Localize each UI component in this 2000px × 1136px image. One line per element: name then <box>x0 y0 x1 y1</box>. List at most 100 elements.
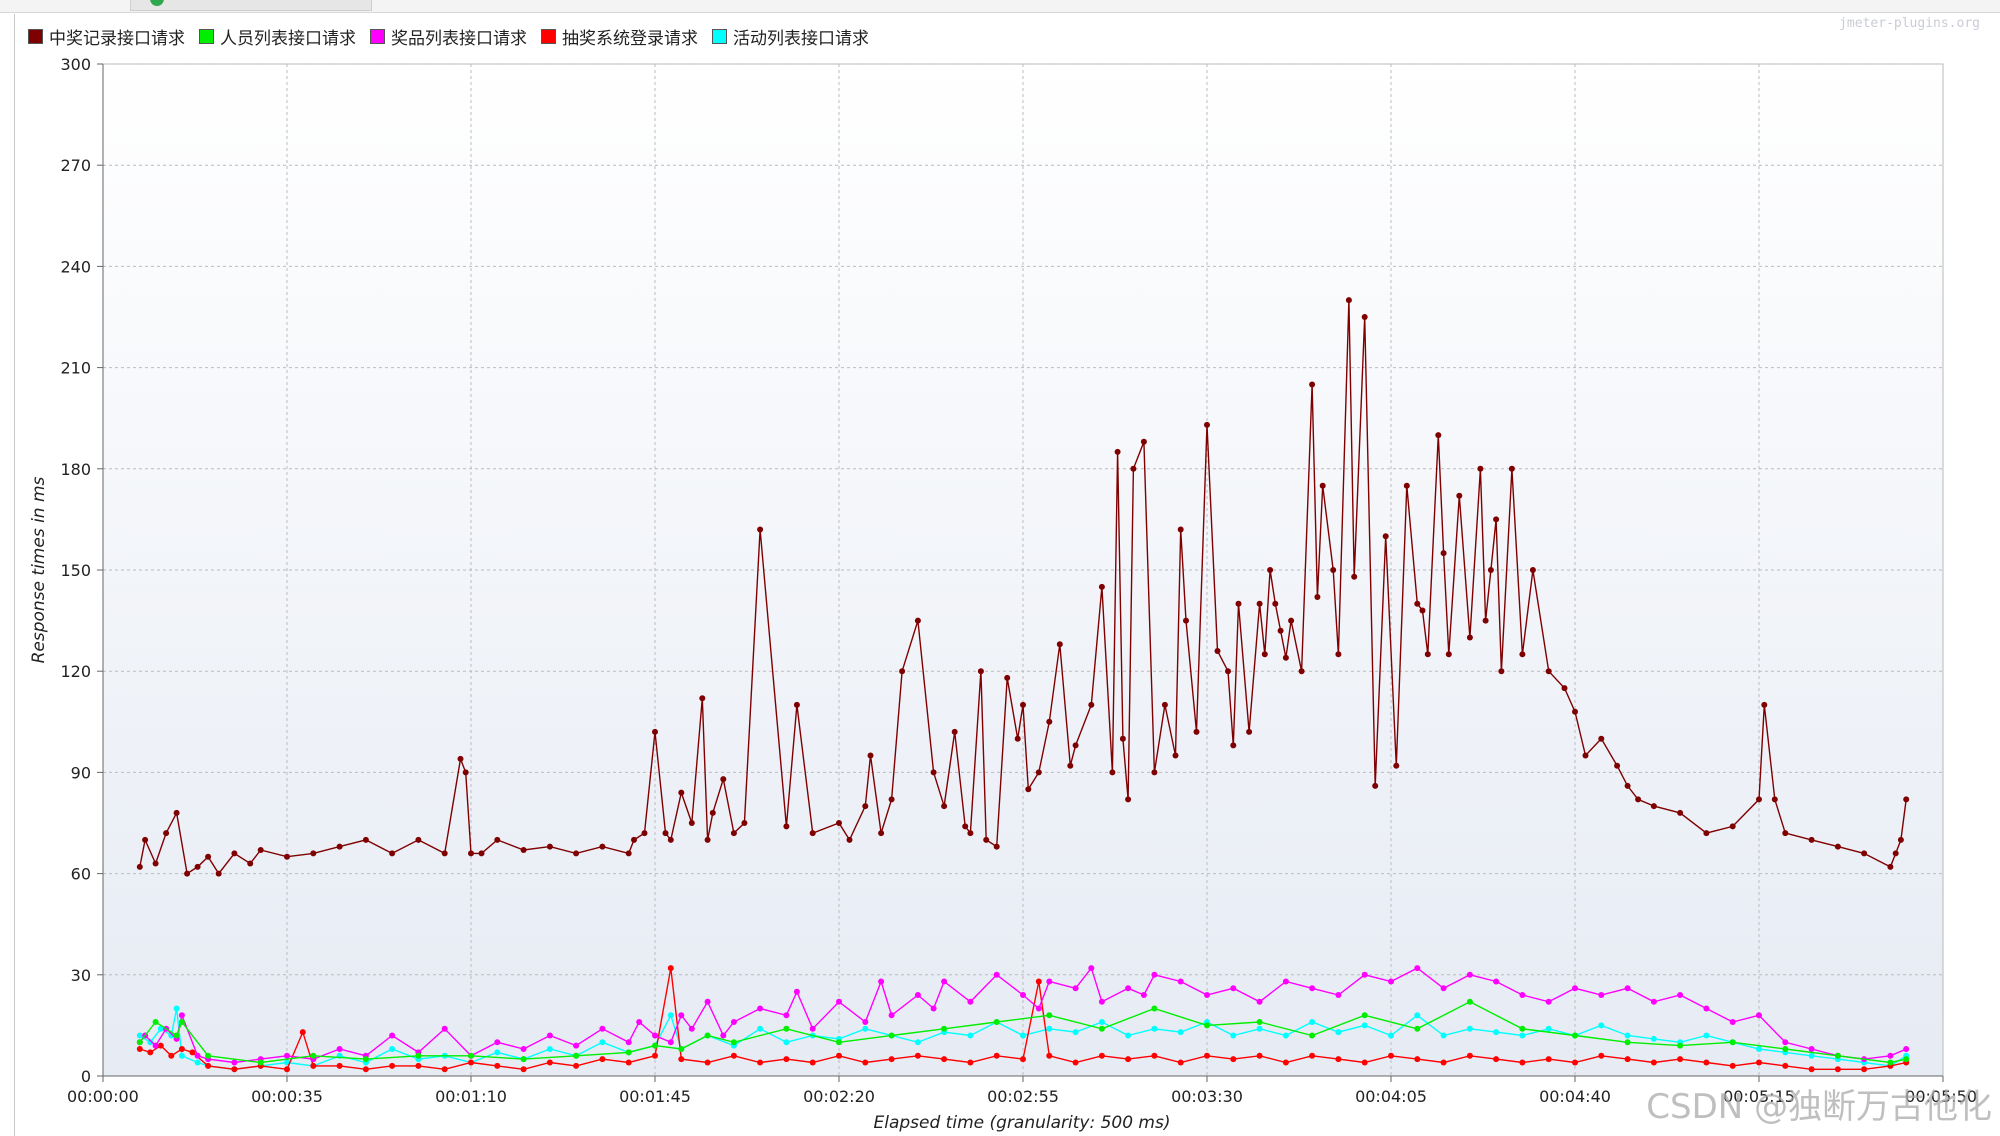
legend-swatch <box>370 28 385 44</box>
data-point <box>136 1039 143 1046</box>
data-point <box>299 1029 306 1036</box>
data-point <box>836 1039 842 1046</box>
data-point <box>1014 735 1021 742</box>
series-layer <box>136 297 1910 1073</box>
data-point <box>1309 1052 1316 1059</box>
data-point <box>1650 1059 1657 1066</box>
data-point <box>1677 809 1684 816</box>
data-point <box>1151 971 1158 978</box>
data-point <box>157 1042 164 1049</box>
data-point <box>231 1066 238 1073</box>
data-point <box>1861 1066 1868 1073</box>
data-point <box>625 1049 632 1056</box>
data-point <box>667 1039 674 1046</box>
data-point <box>1834 1052 1841 1059</box>
data-point <box>1598 735 1605 742</box>
data-point <box>1256 1025 1263 1032</box>
data-point <box>1545 668 1552 675</box>
data-point <box>1098 1025 1105 1032</box>
y-tick-label: 210 <box>60 359 91 378</box>
x-tick-label: 00:01:10 <box>435 1087 507 1106</box>
series-3 <box>136 965 1910 1066</box>
data-point <box>688 820 695 826</box>
data-point <box>599 1056 606 1063</box>
data-point <box>1419 607 1426 614</box>
window-tab[interactable] <box>130 0 372 11</box>
data-point <box>1067 762 1074 769</box>
data-point <box>1214 648 1221 654</box>
data-point <box>163 830 170 837</box>
data-point <box>1650 998 1657 1005</box>
data-point <box>1204 1022 1210 1029</box>
data-point <box>1508 465 1515 472</box>
legend-item: 中奖记录接口请求 <box>28 24 185 49</box>
data-point <box>546 1032 553 1039</box>
data-point <box>1903 1046 1910 1052</box>
data-point <box>1440 985 1447 992</box>
data-point <box>862 1019 869 1025</box>
data-point <box>1193 728 1200 735</box>
data-point <box>178 1046 185 1052</box>
data-point <box>720 1032 727 1039</box>
y-tick-label: 300 <box>60 55 91 74</box>
data-point <box>1729 1019 1736 1025</box>
data-point <box>783 1012 790 1019</box>
data-point <box>678 1012 685 1019</box>
data-point <box>662 830 669 837</box>
data-point <box>1282 978 1289 985</box>
data-point <box>757 1059 764 1066</box>
data-point <box>1035 769 1042 776</box>
data-point <box>1677 1042 1684 1049</box>
data-point <box>1172 752 1179 759</box>
series-2 <box>136 998 1910 1066</box>
data-point <box>284 1052 290 1059</box>
data-point <box>1020 1032 1026 1039</box>
data-point <box>189 1049 196 1056</box>
data-point <box>1335 1056 1342 1063</box>
data-point <box>1151 1052 1158 1059</box>
data-point <box>336 1062 343 1069</box>
data-point <box>1361 1012 1368 1019</box>
data-point <box>1834 843 1841 850</box>
data-point <box>1335 992 1342 998</box>
data-point <box>1729 1039 1736 1046</box>
y-tick-label: 30 <box>71 966 91 985</box>
data-point <box>1388 978 1394 985</box>
data-point <box>1335 1029 1342 1036</box>
data-point <box>1314 594 1321 600</box>
y-axis-label: Response times in ms <box>29 476 49 663</box>
data-point <box>1414 965 1421 972</box>
data-point <box>941 978 948 985</box>
data-point <box>1808 1046 1815 1052</box>
data-point <box>1020 992 1026 998</box>
data-point <box>1382 533 1389 540</box>
data-point <box>478 850 485 857</box>
data-point <box>793 988 800 995</box>
data-point <box>1650 803 1657 810</box>
data-point <box>205 1052 212 1059</box>
x-axis-label: Elapsed time (granularity: 500 ms) <box>874 1113 1171 1133</box>
watermark: CSDN @独断万古他化 <box>1646 1087 1992 1127</box>
chart-panel <box>14 14 1999 1136</box>
data-point <box>1282 654 1289 661</box>
series-4 <box>136 965 1910 1073</box>
data-point <box>1445 651 1452 658</box>
data-point <box>652 1032 658 1039</box>
data-point <box>836 820 842 826</box>
data-point <box>1614 762 1621 769</box>
grid-lines <box>103 63 1943 1076</box>
y-tick-label: 240 <box>60 257 91 276</box>
y-tick-label: 60 <box>71 865 91 884</box>
data-point <box>1256 600 1263 607</box>
data-point <box>704 1032 711 1039</box>
data-point <box>1235 600 1242 607</box>
data-point <box>599 1025 606 1032</box>
y-tick-label: 90 <box>71 763 91 782</box>
data-point <box>636 1019 643 1025</box>
data-point <box>699 695 706 702</box>
data-point <box>783 1039 790 1046</box>
data-point <box>878 978 885 985</box>
status-indicator-icon <box>150 0 164 6</box>
data-point <box>1288 617 1295 624</box>
